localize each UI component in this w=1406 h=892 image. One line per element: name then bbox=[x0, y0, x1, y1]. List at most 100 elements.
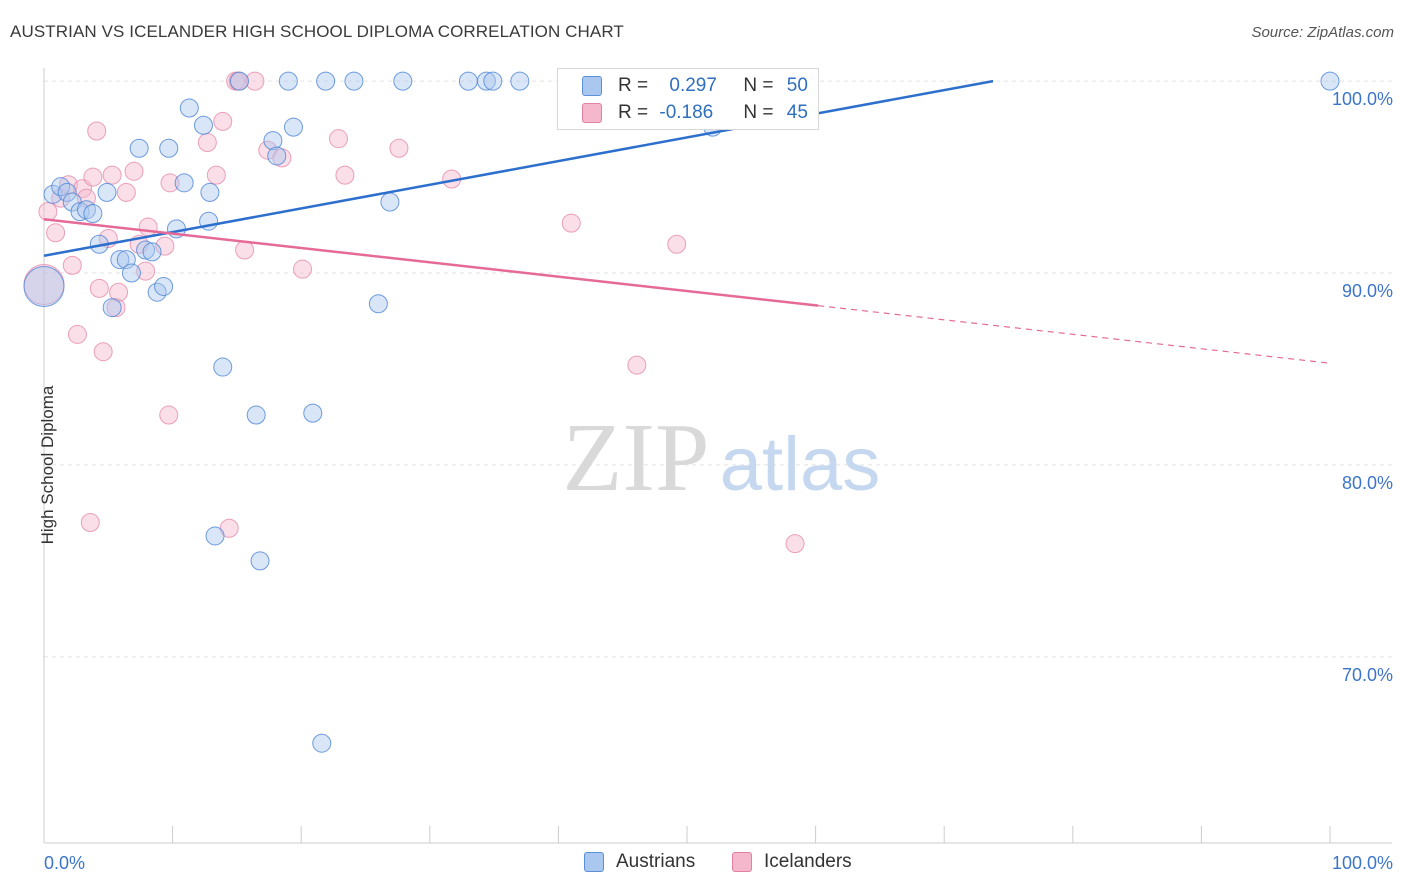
icelanders-point bbox=[561, 213, 581, 233]
icelanders-point bbox=[67, 324, 87, 344]
icelanders-point bbox=[667, 234, 687, 254]
austrians-point bbox=[283, 117, 303, 137]
tick-labels: 100.0% 90.0% 80.0% 70.0% 0.0% 100.0% bbox=[44, 89, 1393, 873]
austrians-point bbox=[179, 98, 199, 118]
austrians-point bbox=[344, 71, 364, 91]
icelanders-point bbox=[102, 165, 122, 185]
austrians-point bbox=[1320, 71, 1340, 91]
austrians-point bbox=[246, 405, 266, 425]
icelanders-point bbox=[245, 71, 265, 91]
austrians-point bbox=[43, 184, 63, 204]
icelanders-point bbox=[389, 138, 409, 158]
austrians-point bbox=[250, 551, 270, 571]
icelanders-point bbox=[38, 202, 58, 222]
austrians-trend-line bbox=[43, 79, 994, 257]
icelanders-point bbox=[235, 240, 255, 260]
icelanders-point bbox=[159, 405, 179, 425]
stats-row-icelanders: R = -0.186 N = 45 bbox=[582, 102, 808, 124]
icelanders-point bbox=[136, 261, 156, 281]
icelanders-point bbox=[116, 182, 136, 202]
source-label: Source: ZipAtlas.com bbox=[1251, 24, 1394, 41]
watermark-zip: ZIP bbox=[563, 404, 710, 512]
austrians-point bbox=[278, 71, 298, 91]
austrians-point bbox=[200, 182, 220, 202]
austrians-swatch bbox=[582, 76, 602, 96]
x-tick-label: 100.0% bbox=[1332, 853, 1393, 873]
austrians-point bbox=[121, 263, 141, 283]
austrians-point bbox=[312, 733, 332, 753]
icelanders-point bbox=[46, 223, 66, 243]
austrians-point bbox=[368, 294, 388, 314]
icelanders-point bbox=[206, 165, 226, 185]
austrians-point bbox=[110, 250, 130, 270]
r-label: R = bbox=[618, 75, 654, 96]
austrians-point bbox=[263, 131, 283, 151]
austrians-point bbox=[205, 526, 225, 546]
icelanders-point bbox=[138, 217, 158, 237]
y-tick-label: 80.0% bbox=[1342, 473, 1393, 493]
austrians-point bbox=[380, 192, 400, 212]
stats-legend: R = 0.297 N = 50 R = -0.186 N = 45 bbox=[557, 68, 819, 130]
x-axis-ticks bbox=[43, 826, 1331, 843]
icelanders-point bbox=[160, 173, 180, 193]
icelanders-point bbox=[328, 129, 348, 149]
gridlines bbox=[43, 68, 1392, 843]
icelanders-point bbox=[627, 355, 647, 375]
chart-title: AUSTRIAN VS ICELANDER HIGH SCHOOL DIPLOM… bbox=[10, 22, 624, 41]
austrians-point bbox=[154, 276, 174, 296]
n-value-austrians: 50 bbox=[786, 75, 808, 96]
icelanders-point bbox=[335, 165, 355, 185]
austrians-point bbox=[316, 71, 336, 91]
legend-item-austrians[interactable]: Austrians bbox=[584, 851, 695, 873]
icelanders-points bbox=[23, 71, 805, 554]
austrians-point bbox=[458, 71, 478, 91]
icelanders-point bbox=[83, 167, 103, 187]
legend-label-austrians: Austrians bbox=[616, 851, 696, 872]
austrians-point bbox=[83, 204, 103, 224]
austrians-legend-swatch bbox=[584, 852, 604, 872]
n-value-icelanders: 45 bbox=[786, 102, 808, 123]
legend-label-icelanders: Icelanders bbox=[764, 851, 852, 872]
icelanders-point bbox=[292, 259, 312, 279]
r-value-austrians: 0.297 bbox=[669, 75, 717, 96]
n-label: N = bbox=[743, 75, 779, 96]
austrians-point bbox=[393, 71, 413, 91]
icelanders-trend-extension bbox=[818, 305, 1331, 364]
austrians-point bbox=[142, 242, 162, 262]
austrians-point bbox=[193, 115, 213, 135]
icelanders-point bbox=[93, 342, 113, 362]
austrians-point bbox=[229, 71, 249, 91]
austrians-point bbox=[174, 173, 194, 193]
icelanders-point bbox=[124, 161, 144, 181]
icelanders-point bbox=[89, 278, 109, 298]
stats-row-austrians: R = 0.297 N = 50 bbox=[582, 75, 808, 97]
austrians-point bbox=[483, 71, 503, 91]
icelanders-point bbox=[62, 255, 82, 275]
austrians-point bbox=[510, 71, 530, 91]
austrians-point bbox=[213, 357, 233, 377]
austrians-point bbox=[136, 240, 156, 260]
austrians-point bbox=[97, 182, 117, 202]
n-label: N = bbox=[743, 102, 779, 123]
r-value-icelanders: -0.186 bbox=[659, 102, 714, 123]
austrians-point bbox=[476, 71, 496, 91]
austrians-point bbox=[303, 403, 323, 423]
bottom-legend: Austrians Icelanders bbox=[0, 851, 1406, 879]
icelanders-swatch bbox=[582, 103, 602, 123]
y-tick-label: 70.0% bbox=[1342, 665, 1393, 685]
austrians-point bbox=[159, 138, 179, 158]
y-axis-label: High School Diploma bbox=[38, 385, 57, 545]
austrians-points bbox=[23, 71, 1340, 753]
y-tick-label: 100.0% bbox=[1332, 89, 1393, 109]
icelanders-trend-line bbox=[43, 218, 819, 307]
x-tick-label: 0.0% bbox=[44, 853, 85, 873]
icelanders-point bbox=[785, 534, 805, 554]
legend-item-icelanders[interactable]: Icelanders bbox=[732, 851, 852, 873]
y-tick-label: 90.0% bbox=[1342, 281, 1393, 301]
austrians-point bbox=[129, 138, 149, 158]
austrians-point bbox=[23, 265, 65, 307]
r-label: R = bbox=[618, 102, 654, 123]
icelanders-point bbox=[87, 121, 107, 141]
icelanders-point bbox=[155, 236, 175, 256]
